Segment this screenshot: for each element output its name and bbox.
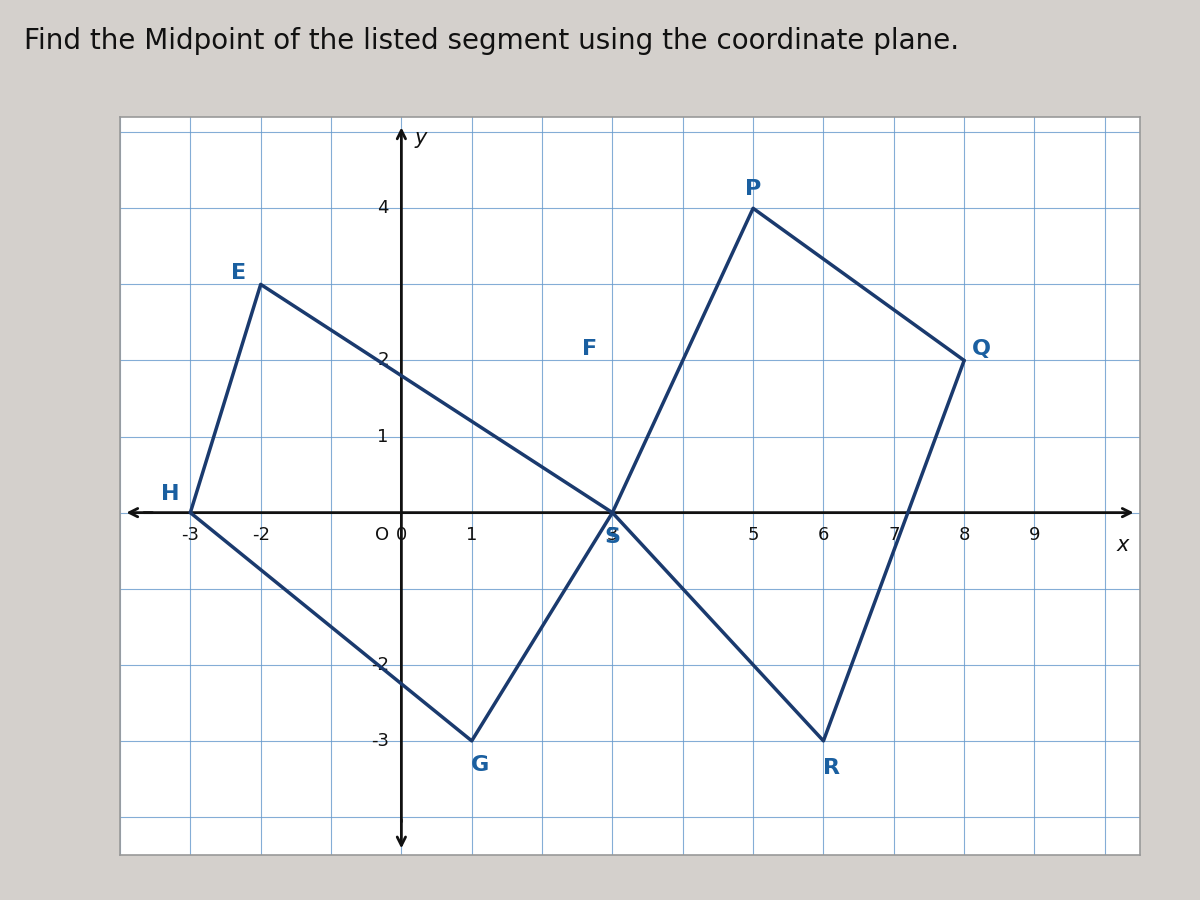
- Text: 6: 6: [817, 526, 829, 544]
- Text: 2: 2: [377, 352, 389, 370]
- Text: -2: -2: [371, 656, 389, 674]
- Text: -3: -3: [181, 526, 199, 544]
- Text: Find the Midpoint of the listed segment using the coordinate plane.: Find the Midpoint of the listed segment …: [24, 27, 959, 55]
- Text: -2: -2: [252, 526, 270, 544]
- Text: 5: 5: [748, 526, 758, 544]
- Text: H: H: [161, 483, 180, 504]
- Text: 0: 0: [396, 526, 407, 544]
- Text: -3: -3: [371, 732, 389, 750]
- Text: G: G: [472, 755, 490, 775]
- Text: x: x: [1116, 536, 1129, 555]
- Text: O: O: [374, 526, 389, 544]
- Text: 7: 7: [888, 526, 900, 544]
- Text: 3: 3: [607, 526, 618, 544]
- Text: E: E: [230, 263, 246, 283]
- Text: 1: 1: [466, 526, 478, 544]
- Text: Q: Q: [972, 339, 991, 359]
- Text: R: R: [823, 758, 840, 778]
- Text: 8: 8: [959, 526, 970, 544]
- Text: 1: 1: [377, 428, 389, 446]
- Text: y: y: [414, 129, 426, 148]
- Text: F: F: [582, 339, 598, 359]
- Text: 4: 4: [377, 199, 389, 217]
- Text: P: P: [745, 179, 761, 199]
- Text: S: S: [605, 527, 620, 547]
- Text: 9: 9: [1028, 526, 1040, 544]
